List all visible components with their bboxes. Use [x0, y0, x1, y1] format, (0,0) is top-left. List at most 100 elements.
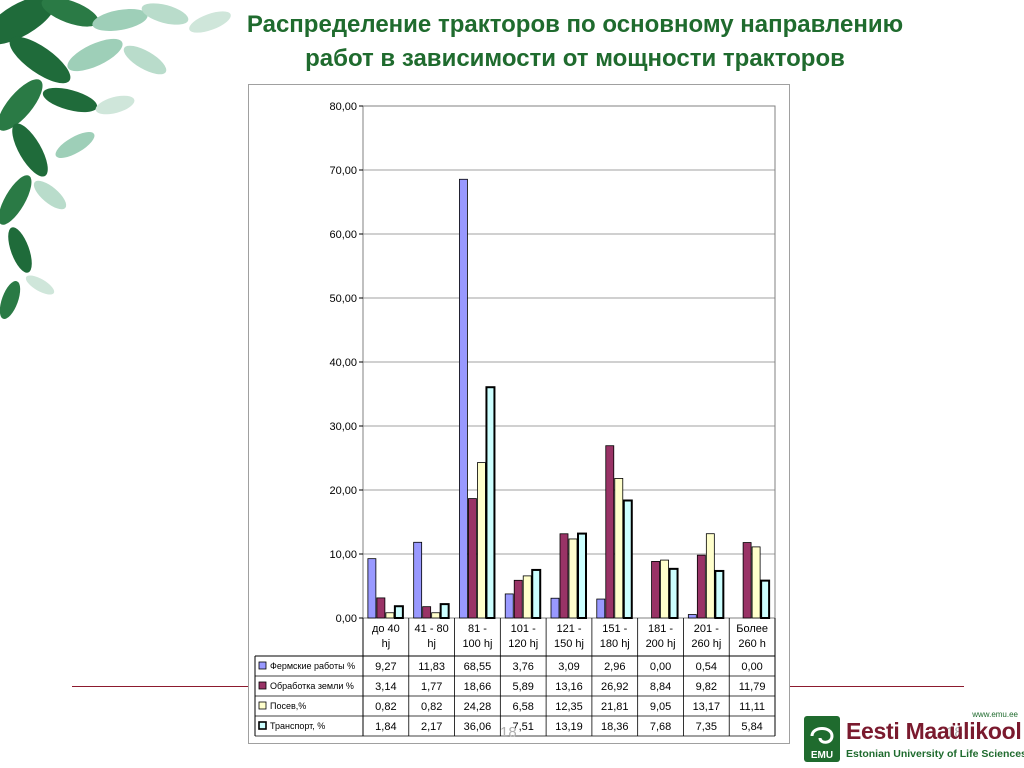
data-table-value: 11,79	[739, 681, 766, 693]
data-table-value: 26,92	[601, 681, 629, 693]
y-tick-label: 70,00	[329, 165, 357, 177]
y-tick-label: 60,00	[329, 229, 357, 241]
legend-series-name: Обработка земли %	[270, 681, 354, 691]
bar	[367, 558, 377, 619]
category-label: 41 - 80	[415, 623, 449, 635]
bar	[714, 569, 725, 619]
university-logo: www.emu.ee EMU Eesti Maaülikool Estonian…	[800, 708, 1024, 766]
data-table-value: 7,51	[513, 721, 534, 733]
category-label: 181 -	[648, 623, 673, 635]
bar	[660, 559, 669, 619]
bar	[468, 498, 477, 619]
data-table-value: 2,17	[421, 721, 442, 733]
bar	[522, 575, 532, 619]
data-table-value: 13,16	[555, 681, 583, 693]
logo-subtitle: Estonian University of Life Sciences	[846, 748, 1024, 760]
data-table-value: 3,14	[375, 681, 396, 693]
data-table-value: 36,06	[464, 721, 492, 733]
logo-url: www.emu.ee	[972, 710, 1018, 719]
bar	[513, 579, 523, 619]
data-table-value: 11,11	[739, 701, 765, 713]
data-table-value: 5,89	[513, 681, 534, 693]
bar	[413, 541, 423, 619]
bar	[477, 462, 486, 619]
data-table-value: 13,17	[693, 701, 721, 713]
bar	[559, 533, 569, 619]
bar	[760, 579, 771, 619]
data-table-value: 0,00	[741, 661, 762, 673]
bar	[550, 597, 560, 619]
category-label: Более	[736, 623, 768, 635]
bar-chart: 0,00 10,00 20,00 30,00 40,00 50,00 60,00 70,00 8…	[254, 101, 776, 737]
data-table-value: 2,96	[604, 661, 625, 673]
category-label: 121 -	[556, 623, 581, 635]
slide-title-line-2: работ в зависимости от мощности тракторо…	[305, 45, 845, 72]
bar	[431, 612, 441, 619]
data-table-value: 6,58	[513, 701, 534, 713]
slide-title: Распределение тракторов по основному нап…	[160, 8, 990, 76]
bar	[668, 567, 679, 619]
y-tick-label: 20,00	[329, 485, 357, 497]
bar	[485, 386, 496, 619]
bar	[568, 538, 578, 619]
data-table-value: 1,84	[375, 721, 396, 733]
legend-series-name: Фермские работы %	[270, 661, 355, 671]
category-label: hj	[427, 638, 436, 650]
category-label: 150 hj	[554, 638, 584, 650]
slide-title-line-1: Распределение тракторов по основному нап…	[246, 11, 904, 38]
y-tick-label: 40,00	[329, 357, 357, 369]
legend-swatch	[258, 661, 267, 670]
bar	[696, 554, 706, 619]
bar	[751, 546, 761, 619]
category-label: hj	[382, 638, 391, 650]
bar	[605, 445, 615, 619]
category-label: 260 h	[738, 638, 766, 650]
bar	[705, 533, 715, 619]
category-label: 100 hj	[462, 638, 492, 650]
data-table-value: 21,81	[601, 701, 629, 713]
category-label: 101 -	[511, 623, 536, 635]
data-table-value: 9,27	[375, 661, 396, 673]
bar	[531, 568, 542, 620]
data-table-value: 0,82	[375, 701, 396, 713]
category-label: 180 hj	[600, 638, 630, 650]
data-table-value: 7,35	[696, 721, 717, 733]
y-tick-label: 80,00	[329, 101, 357, 113]
page-number-corner: 18	[946, 724, 963, 741]
bar	[622, 499, 633, 619]
data-table-value: 11,83	[418, 661, 445, 673]
data-table-value: 0,00	[650, 661, 671, 673]
bar	[385, 612, 395, 619]
bar	[393, 605, 404, 619]
leaf-cluster	[0, 0, 231, 319]
category-label: 200 hj	[646, 638, 676, 650]
bar	[742, 542, 752, 619]
category-label: 201 -	[694, 623, 719, 635]
data-table-value: 8,84	[650, 681, 671, 693]
bar	[439, 603, 450, 619]
bar	[614, 478, 624, 619]
bar	[459, 178, 468, 619]
legend-swatch	[258, 681, 267, 690]
y-tick-label: 30,00	[329, 421, 357, 433]
bar	[596, 598, 606, 619]
category-label: 120 hj	[508, 638, 538, 650]
bar	[687, 614, 697, 619]
legend-swatch	[258, 701, 267, 710]
data-table-value: 18,66	[464, 681, 492, 693]
page-number: 18	[500, 724, 517, 741]
data-table-value: 9,05	[650, 701, 671, 713]
y-tick-label: 10,00	[329, 549, 357, 561]
legend-series-name: Транспорт, %	[270, 721, 325, 731]
bar	[422, 606, 432, 619]
data-table-value: 12,35	[555, 701, 583, 713]
data-table-value: 0,82	[421, 701, 442, 713]
data-table-value: 24,28	[464, 701, 492, 713]
divider-left	[72, 686, 248, 687]
legend-series-name: Посев,%	[270, 701, 306, 711]
logo-name: Eesti Maaülikool	[846, 718, 1022, 744]
legend-swatch	[258, 721, 267, 730]
category-label: 151 -	[602, 623, 627, 635]
bar	[504, 593, 514, 619]
bar	[651, 561, 660, 619]
